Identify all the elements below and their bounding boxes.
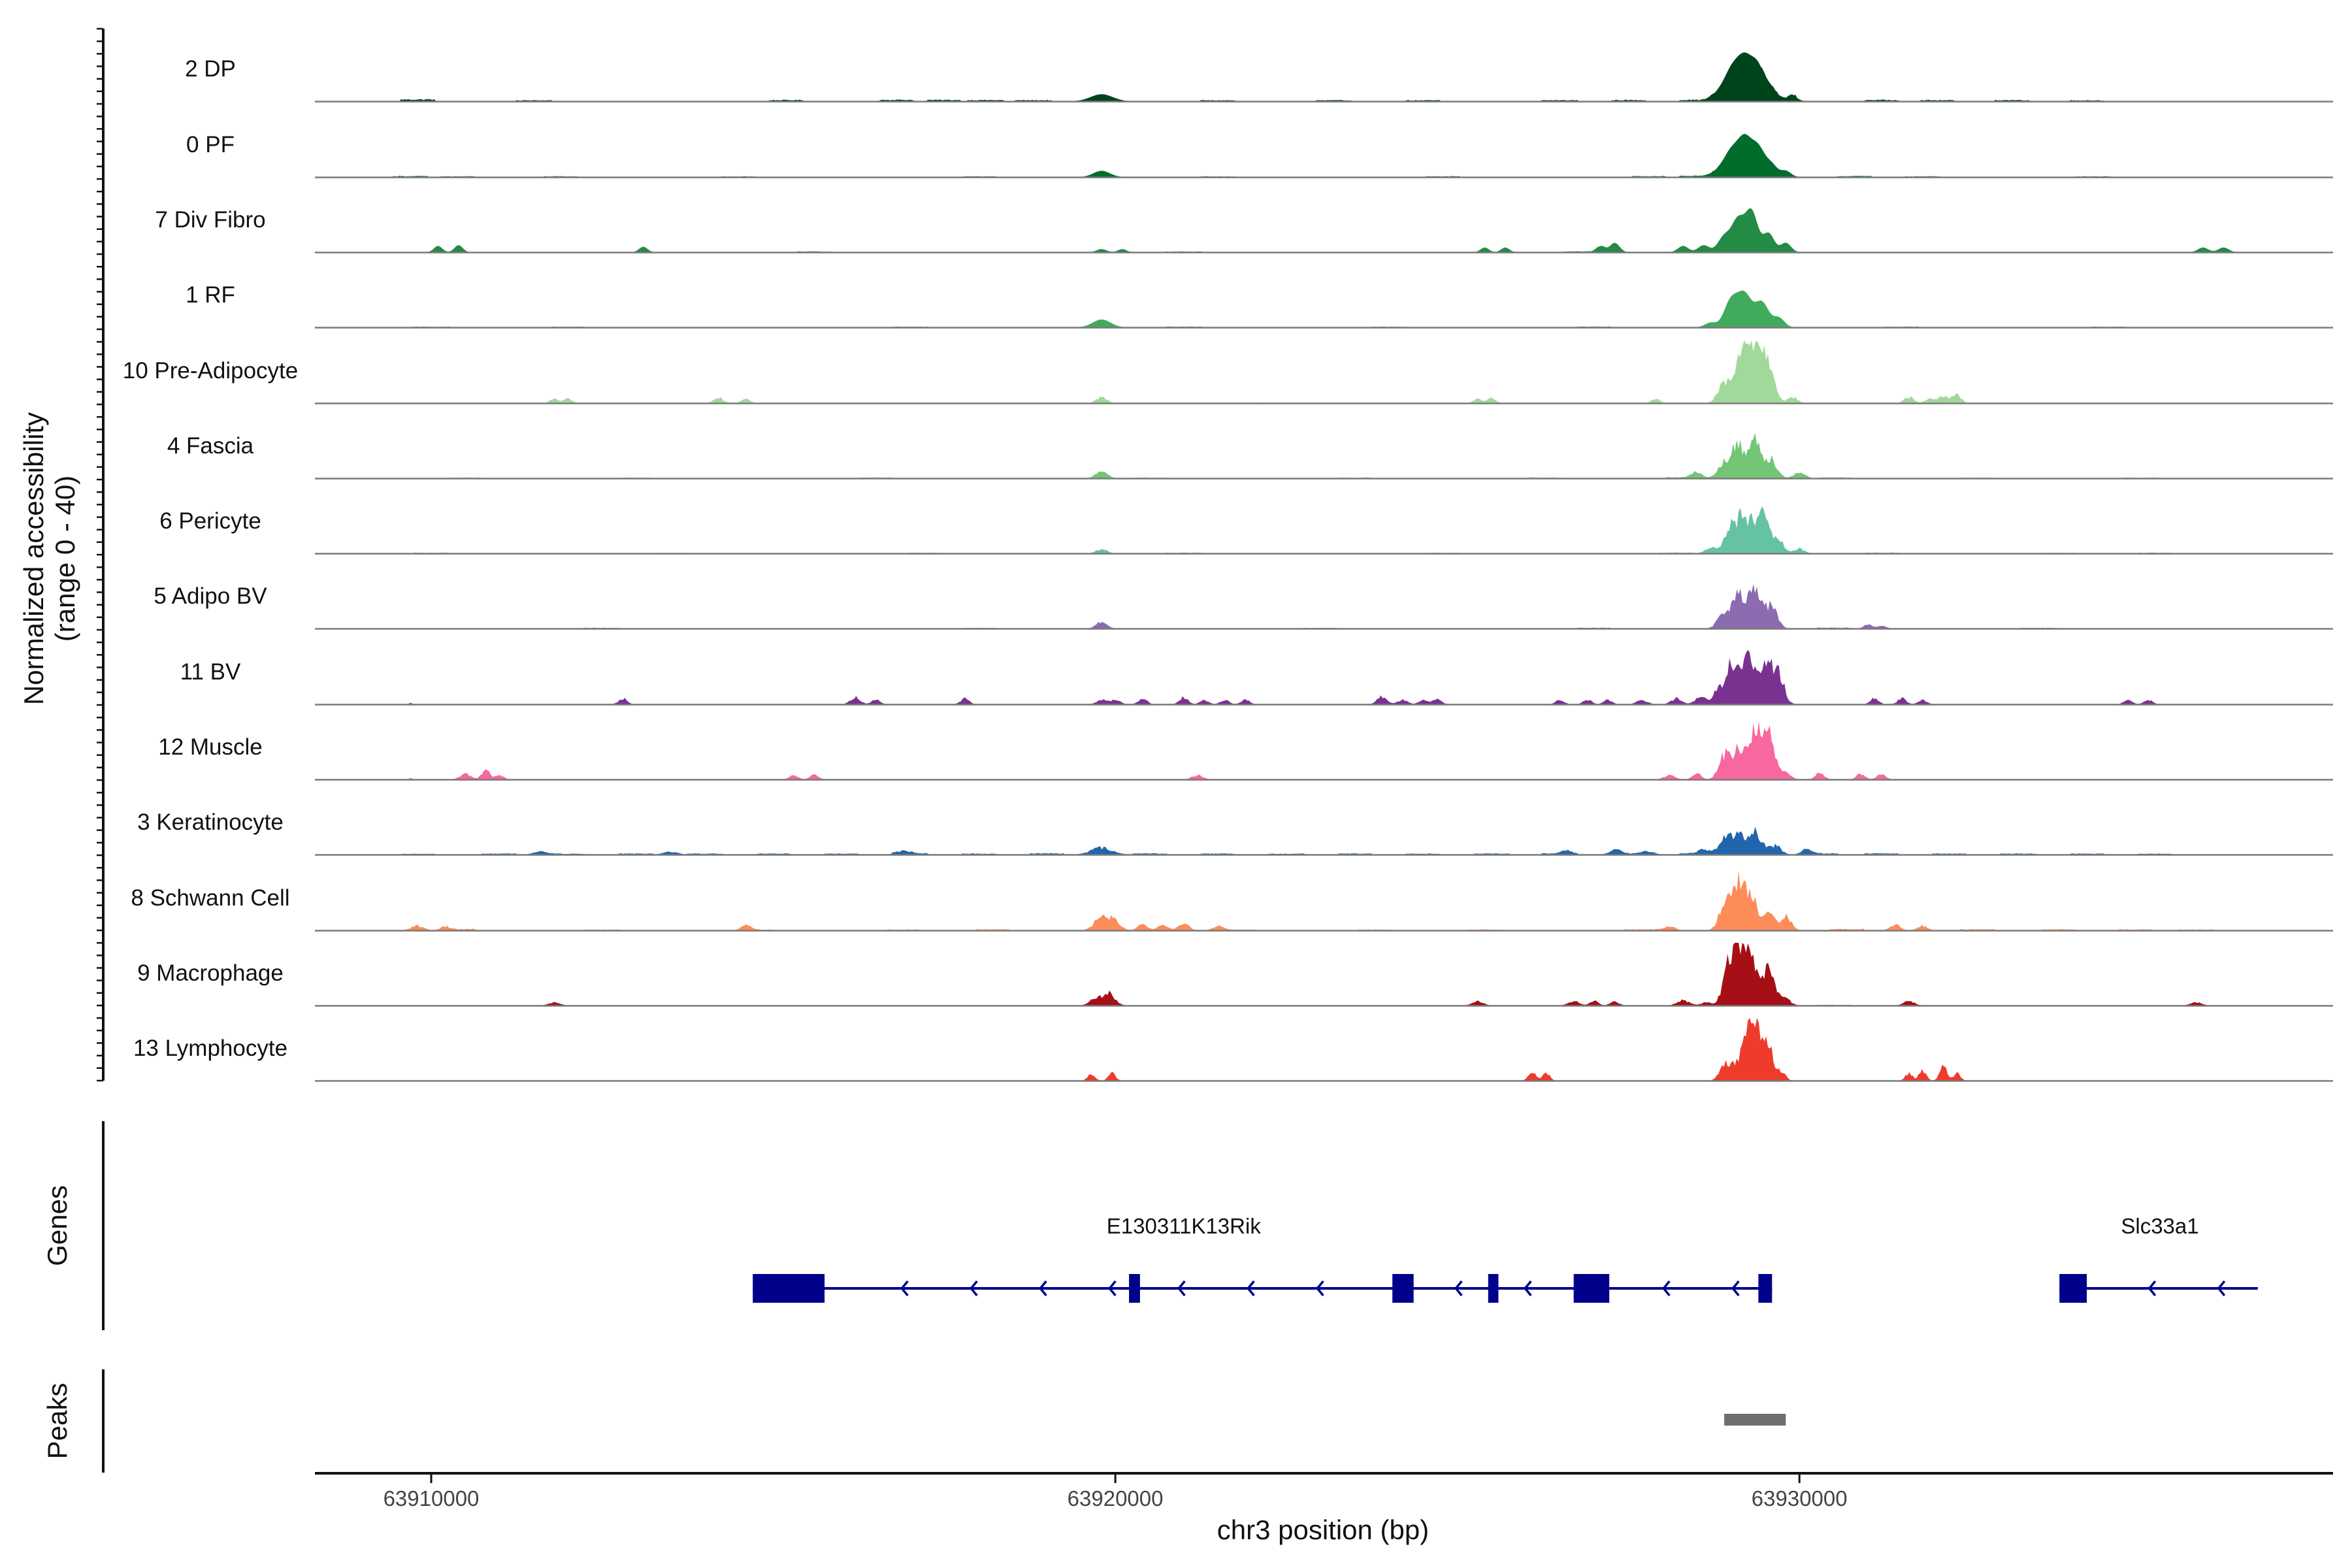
- track-3: 7 Div Fibro: [155, 207, 2333, 253]
- track-label: 13 Lymphocyte: [133, 1036, 287, 1061]
- track-label: 3 Keratinocyte: [137, 809, 284, 835]
- strand-arrow: [1316, 1280, 1324, 1297]
- gene-label: E130311K13Rik: [1107, 1214, 1262, 1238]
- genes-track-label: Genes: [42, 1185, 73, 1266]
- track-12: 8 Schwann Cell: [131, 870, 2333, 932]
- y-axis: [97, 27, 105, 1082]
- coverage-area-9: [315, 649, 2333, 704]
- coverage-area-14: [315, 1018, 2333, 1081]
- track-label: 12 Muscle: [158, 734, 263, 760]
- exon: [1392, 1274, 1414, 1303]
- genes-track: E130311K13Rik Slc33a1: [753, 1214, 2258, 1303]
- track-label: 7 Div Fibro: [155, 207, 265, 233]
- track-label: 8 Schwann Cell: [131, 885, 289, 911]
- x-axis: 63910000 63920000 63930000: [384, 1474, 1848, 1511]
- x-tick-label: 63930000: [1752, 1486, 1848, 1511]
- track-label: 6 Pericyte: [159, 508, 261, 534]
- strand-arrow: [1524, 1280, 1532, 1297]
- track-7: 6 Pericyte: [159, 506, 2333, 555]
- track-label: 0 PF: [186, 132, 235, 157]
- coverage-area-3: [315, 208, 2333, 252]
- track-5: 10 Pre-Adipocyte: [123, 340, 2333, 404]
- track-1: 2 DP: [185, 52, 2333, 103]
- track-label: 4 Fascia: [167, 433, 254, 459]
- exon: [1758, 1274, 1772, 1303]
- coverage-area-7: [315, 506, 2333, 553]
- strand-arrow: [1177, 1280, 1186, 1297]
- peak-region: [1724, 1414, 1786, 1426]
- strand-arrow: [900, 1280, 909, 1297]
- x-axis-label: chr3 position (bp): [1217, 1514, 1429, 1545]
- coverage-area-11: [315, 826, 2333, 855]
- coverage-area-10: [315, 721, 2333, 779]
- track-11: 3 Keratinocyte: [137, 809, 2333, 856]
- strand-arrow: [1454, 1280, 1463, 1297]
- gene-E130311K13Rik: E130311K13Rik: [753, 1214, 1772, 1303]
- gene-label: Slc33a1: [2121, 1214, 2198, 1238]
- strand-arrow: [1731, 1280, 1740, 1297]
- strand-arrow: [970, 1280, 978, 1297]
- track-label: 10 Pre-Adipocyte: [123, 358, 298, 384]
- track-label: 9 Macrophage: [137, 960, 284, 986]
- track-6: 4 Fascia: [167, 433, 2333, 480]
- exon: [1573, 1274, 1610, 1303]
- y-axis-label: Normalized accessibility: [18, 412, 49, 705]
- coverage-area-1: [315, 52, 2333, 101]
- strand-arrow: [2217, 1280, 2226, 1297]
- strand-arrow: [1662, 1280, 1671, 1297]
- coverage-tracks: 2 DP 0 PF 7 Div Fibro 1 RF 10 Pre-Adipocyte 4…: [123, 52, 2333, 1082]
- track-13: 9 Macrophage: [137, 943, 2333, 1007]
- strand-arrow: [1039, 1280, 1047, 1297]
- track-4: 1 RF: [186, 282, 2333, 329]
- coverage-area-4: [315, 290, 2333, 327]
- coverage-area-2: [315, 134, 2333, 177]
- coverage-area-8: [315, 584, 2333, 629]
- strand-arrow: [2148, 1280, 2157, 1297]
- strand-arrow: [1108, 1280, 1117, 1297]
- track-label: 2 DP: [185, 56, 236, 82]
- exon: [1129, 1274, 1140, 1303]
- track-label: 11 BV: [180, 659, 241, 685]
- peaks-track: [1724, 1414, 1786, 1426]
- x-tick-label: 63910000: [384, 1486, 480, 1511]
- peaks-track-label: Peaks: [42, 1383, 73, 1460]
- exon: [753, 1274, 825, 1303]
- y-axis-range-label: (range 0 - 40): [50, 476, 80, 642]
- track-2: 0 PF: [186, 132, 2333, 178]
- strand-arrow: [1247, 1280, 1255, 1297]
- track-10: 12 Muscle: [158, 721, 2333, 781]
- exon: [2059, 1274, 2087, 1303]
- x-tick-label: 63920000: [1068, 1486, 1164, 1511]
- coverage-area-13: [315, 943, 2333, 1005]
- track-label: 5 Adipo BV: [154, 583, 267, 609]
- track-9: 11 BV: [180, 649, 2333, 706]
- track-label: 1 RF: [186, 282, 235, 308]
- exon: [1488, 1274, 1499, 1303]
- track-8: 5 Adipo BV: [154, 583, 2333, 630]
- coverage-area-12: [315, 870, 2333, 930]
- coverage-area-6: [315, 433, 2333, 478]
- coverage-area-5: [315, 340, 2333, 403]
- track-14: 13 Lymphocyte: [133, 1018, 2333, 1082]
- gene-Slc33a1: Slc33a1: [2059, 1214, 2258, 1303]
